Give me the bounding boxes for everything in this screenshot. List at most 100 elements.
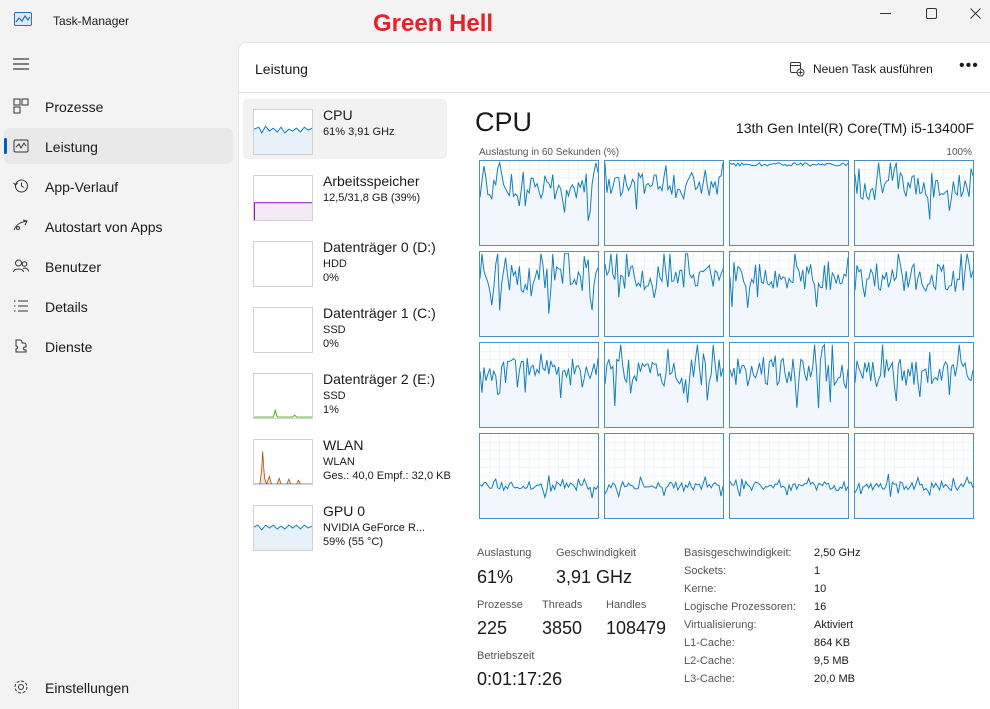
usage-line [605,253,723,299]
spec-value: 9,5 MB [814,655,849,667]
resource-disk-2[interactable]: Datenträger 2 (E:) SSD 1% [243,363,447,423]
memory-mini-graph [254,202,312,220]
nav-item-settings[interactable]: Einstellungen [4,669,233,705]
processor-usage-graph [855,434,973,518]
wlan-mini-graph [254,451,312,484]
minimize-button[interactable] [862,0,908,26]
logical-processor-graph [479,251,599,337]
logical-processor-graph [729,251,849,337]
gear-icon [14,680,28,694]
usage-area [480,253,598,336]
resource-wlan[interactable]: WLAN WLAN Ges.: 40,0 Empf.: 32,0 KB [243,429,451,489]
close-button[interactable] [952,0,990,26]
nav-item-startup-apps[interactable]: Autostart von Apps [4,208,233,244]
spec-value: 20,0 MB [814,673,855,685]
nav-item-label: App-Verlauf [45,179,119,195]
nav-item-label: Leistung [45,139,98,155]
window-title: Task-Manager [53,14,130,28]
cpu-mini-graph [254,125,312,154]
spec-key: L1-Cache: [684,637,735,649]
gpu-thumbnail-graph [253,505,313,551]
resource-name: Arbeitsspeicher [323,173,420,189]
overlay-game-title: Green Hell [373,10,494,37]
usage-line [605,344,723,407]
history-icon [13,179,28,193]
usage-line [480,353,598,399]
hamburger-menu-icon[interactable] [12,56,30,72]
spec-key: Virtualisierung: [684,619,757,631]
usage-line [605,162,723,210]
nav-item-users[interactable]: Benutzer [4,248,233,284]
spec-key: L3-Cache: [684,673,735,685]
utilization-graph-label: Auslastung in 60 Sekunden (%) [479,147,620,158]
nav-item-services[interactable]: Dienste [4,328,233,364]
nav-item-processes[interactable]: Prozesse [4,88,233,124]
resource-type: HDD [323,258,347,270]
resource-name: Datenträger 0 (D:) [323,239,436,255]
resource-name: Datenträger 2 (E:) [323,371,436,387]
wlan-thumbnail-graph [253,439,313,485]
logical-processor-graphs[interactable] [479,160,974,521]
cpu-heading: CPU [475,107,533,137]
nav-item-label: Benutzer [45,259,102,275]
usage-line [480,475,598,500]
nav-item-label: Einstellungen [45,680,130,696]
spec-value: Aktiviert [814,619,854,631]
header-divider [239,92,990,93]
resource-detail: 0% [323,338,339,350]
nav-item-performance[interactable]: Leistung [4,128,233,164]
usage-line [730,343,848,409]
nav-item-details[interactable]: Details [4,288,233,324]
usage-line [855,162,973,220]
processor-usage-graph [855,161,973,245]
title-bar: Task-Manager Green Hell [0,0,990,40]
more-options-button[interactable]: ••• [959,57,979,74]
processor-usage-graph [605,161,723,245]
handles-label: Handles [606,599,647,611]
resource-type: NVIDIA GeForce R... [323,522,426,534]
processor-usage-graph [730,434,848,518]
resource-disk-0[interactable]: Datenträger 0 (D:) HDD 0% [243,231,447,291]
usage-line [605,476,723,499]
resource-type: WLAN [323,456,355,468]
usage-area [480,475,598,518]
resource-name: CPU [323,107,353,123]
nav-item-label: Autostart von Apps [45,219,163,235]
disk-0-thumbnail-graph [253,241,313,287]
resource-disk-1[interactable]: Datenträger 1 (C:) SSD 0% [243,297,447,357]
spec-key: L2-Cache: [684,655,735,667]
processor-usage-graph [730,343,848,427]
processes-value: 225 [477,618,508,638]
resource-memory[interactable]: Arbeitsspeicher 12,5/31,8 GB (39%) [243,165,447,225]
resource-detail: 1% [323,404,339,416]
logical-processor-graph [604,342,724,428]
usage-area [855,474,973,518]
maximize-icon [925,7,937,19]
usage-area [730,162,848,245]
usage-area [605,253,723,336]
cpu-model-name: 13th Gen Intel(R) Core(TM) i5-13400F [735,120,974,136]
logical-processor-graph [604,251,724,337]
minimize-icon [879,12,891,14]
run-new-task-button[interactable]: Neuen Task ausführen [789,57,933,81]
main-panel: Leistung Neuen Task ausführen ••• CPU 61… [238,42,990,709]
resource-cpu[interactable]: CPU 61% 3,91 GHz [243,99,447,159]
resource-gpu-0[interactable]: GPU 0 NVIDIA GeForce R... 59% (55 °C) [243,495,447,555]
active-indicator [4,138,7,154]
spec-key: Basisgeschwindigkeit: [684,547,792,559]
processor-usage-graph [855,252,973,336]
nav-item-app-history[interactable]: App-Verlauf [4,168,233,204]
resource-type: SSD [323,324,346,336]
processor-usage-graph [730,161,848,245]
usage-line [730,161,848,167]
usage-area [855,344,973,427]
spec-key: Sockets: [684,565,727,577]
processor-usage-graph [605,252,723,336]
logical-processor-graph [729,160,849,246]
spec-key: Kerne: [684,583,717,595]
nav-item-label: Prozesse [45,99,104,115]
uptime-label: Betriebszeit [477,650,535,662]
processor-usage-graph [480,434,598,518]
maximize-button[interactable] [908,0,954,26]
services-icon [15,339,27,353]
